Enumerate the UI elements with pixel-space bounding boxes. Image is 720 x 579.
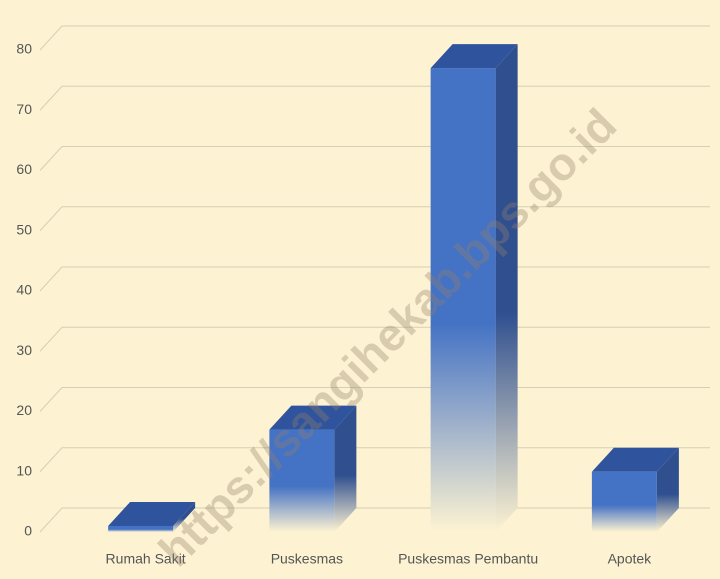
bar-side xyxy=(173,501,196,532)
y-tick-label: 60 xyxy=(16,161,32,177)
bar-side xyxy=(495,44,518,532)
bar-top xyxy=(430,44,518,69)
x-tick-label: Rumah Sakit xyxy=(106,551,186,567)
y-tick-label: 30 xyxy=(16,342,32,358)
x-tick-label: Puskesmas Pembantu xyxy=(398,551,538,567)
y-tick-label: 80 xyxy=(16,41,32,57)
y-tick-label: 20 xyxy=(16,402,32,418)
bar-side xyxy=(334,405,357,532)
grid-line xyxy=(39,25,710,51)
bar-top xyxy=(269,405,357,430)
y-tick-label: 10 xyxy=(16,462,32,478)
x-tick-label: Apotek xyxy=(608,551,653,567)
bar-side xyxy=(656,447,679,532)
bar xyxy=(269,429,335,532)
y-tick-label: 40 xyxy=(16,282,32,298)
y-tick-label: 50 xyxy=(16,221,32,237)
y-tick-label: 0 xyxy=(24,523,32,539)
y-tick-label: 70 xyxy=(16,101,32,117)
bar-top xyxy=(591,447,679,472)
bar xyxy=(108,525,174,532)
bar xyxy=(430,68,496,532)
x-tick-label: Puskesmas xyxy=(271,551,343,567)
bar xyxy=(591,471,657,532)
bar-top xyxy=(108,501,196,526)
